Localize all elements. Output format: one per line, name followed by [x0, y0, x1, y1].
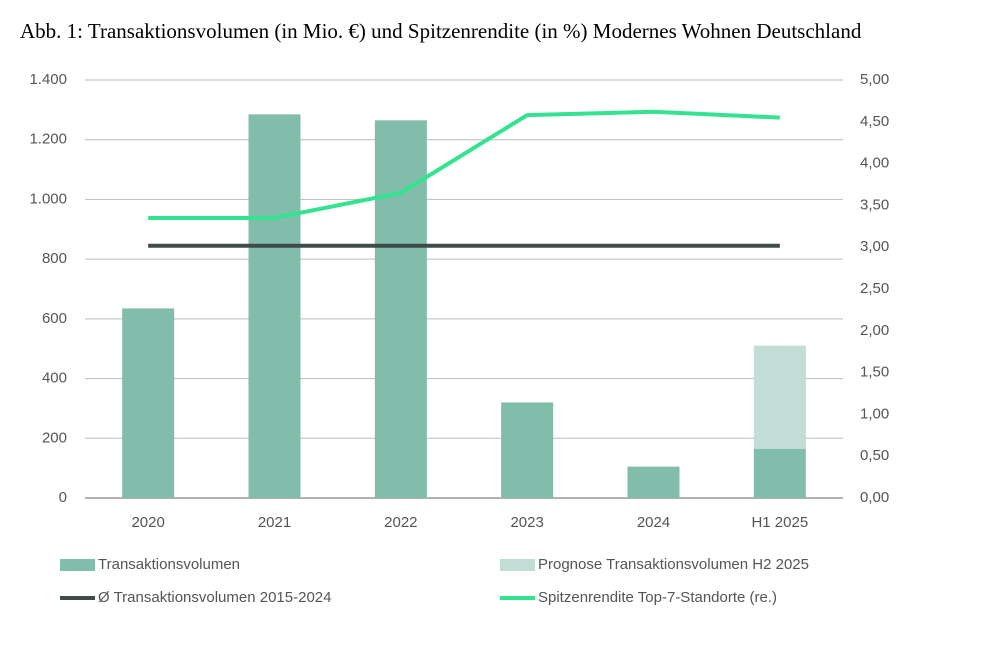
bar — [374, 120, 427, 499]
y2-tick-label: 2,50 — [860, 280, 889, 297]
y-tick-label: 200 — [42, 429, 67, 446]
x-tick-label: 2024 — [637, 514, 670, 531]
x-tick-label: 2023 — [510, 514, 543, 531]
y2-tick-label: 4,00 — [860, 155, 889, 172]
y2-tick-label: 2,00 — [860, 322, 889, 339]
x-tick-label: 2022 — [384, 514, 417, 531]
y2-tick-label: 5,00 — [860, 71, 889, 88]
y2-tick-label: 0,50 — [860, 447, 889, 464]
y2-tick-label: 4,50 — [860, 113, 889, 130]
bar — [501, 402, 554, 498]
y-tick-label: 1.200 — [29, 131, 67, 148]
y-tick-label: 400 — [42, 370, 67, 387]
y-tick-label: 600 — [42, 310, 67, 327]
y-tick-label: 1.000 — [29, 190, 67, 207]
bar — [248, 114, 301, 498]
y2-tick-label: 3,50 — [860, 196, 889, 213]
legend-swatch — [500, 559, 535, 571]
x-tick-label: H1 2025 — [751, 514, 808, 531]
legend-label: Prognose Transaktionsvolumen H2 2025 — [538, 556, 809, 573]
y-tick-label: 1.400 — [29, 71, 67, 88]
legend-label: Ø Transaktionsvolumen 2015-2024 — [98, 589, 331, 606]
bar — [753, 345, 806, 449]
legend-swatch — [60, 559, 95, 571]
bar — [627, 466, 680, 498]
legend-label: Transaktionsvolumen — [98, 556, 240, 573]
y2-tick-label: 1,50 — [860, 364, 889, 381]
y2-tick-label: 3,00 — [860, 238, 889, 255]
y2-tick-label: 1,00 — [860, 405, 889, 422]
y-tick-label: 0 — [59, 489, 67, 506]
legend-label: Spitzenrendite Top-7-Standorte (re.) — [538, 589, 777, 606]
bar — [753, 448, 806, 498]
y-tick-label: 800 — [42, 250, 67, 267]
chart-title: Abb. 1: Transaktionsvolumen (in Mio. €) … — [20, 19, 862, 43]
y2-tick-label: 0,00 — [860, 489, 889, 506]
bar — [122, 308, 175, 498]
line — [148, 109, 780, 220]
x-tick-label: 2020 — [131, 514, 164, 531]
x-tick-label: 2021 — [258, 514, 291, 531]
